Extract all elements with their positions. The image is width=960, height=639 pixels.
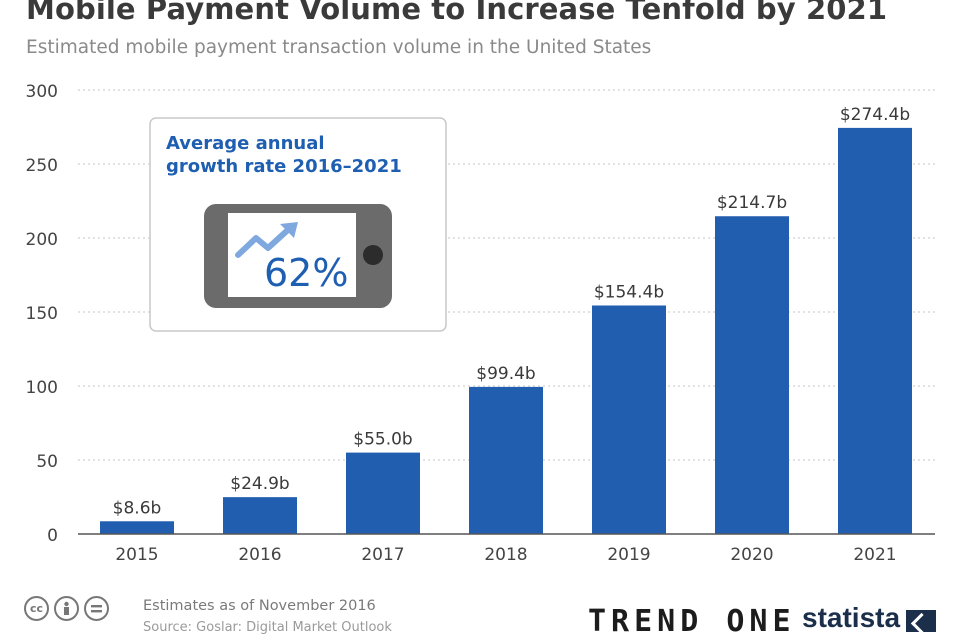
x-tick-label: 2015 xyxy=(115,545,158,565)
bar-2020 xyxy=(715,216,789,534)
data-label: $214.7b xyxy=(717,193,787,213)
data-labels: $8.6b $24.9b $55.0b $99.4b $154.4b $214.7b $27… xyxy=(113,105,910,518)
y-tick-label: 200 xyxy=(26,230,58,250)
x-tick-label: 2021 xyxy=(853,545,896,565)
x-tick-label: 2019 xyxy=(607,545,650,565)
chart-title: Mobile Payment Volume to Increase Tenfol… xyxy=(26,0,888,26)
bar-2015 xyxy=(100,521,174,534)
x-tick-label: 2016 xyxy=(238,545,281,565)
data-label: $55.0b xyxy=(353,430,412,450)
bar-2019 xyxy=(592,305,666,534)
bars xyxy=(100,127,912,534)
statista-logo-mark-icon xyxy=(906,610,936,632)
growth-rate-value: 62% xyxy=(264,251,348,295)
x-tick-label: 2017 xyxy=(361,545,404,565)
license-icons: cc xyxy=(24,596,109,621)
y-tick-label: 0 xyxy=(47,526,58,546)
trendone-logo[interactable]: TREND ONE xyxy=(588,604,796,639)
bar-2018 xyxy=(469,386,543,534)
y-tick-label: 50 xyxy=(36,452,58,472)
y-axis-ticks: 0 50 100 150 200 250 300 xyxy=(26,82,58,546)
y-tick-label: 250 xyxy=(26,156,58,176)
chart-subtitle: Estimated mobile payment transaction vol… xyxy=(26,37,652,58)
data-label: $24.9b xyxy=(230,474,289,494)
callout-line1: Average annual xyxy=(166,133,325,154)
y-tick-label: 100 xyxy=(26,378,58,398)
statista-logo[interactable]: statista xyxy=(802,602,901,633)
x-tick-label: 2020 xyxy=(730,545,773,565)
callout-line2: growth rate 2016–2021 xyxy=(166,156,402,177)
data-label: $274.4b xyxy=(840,105,910,125)
growth-callout: Average annual growth rate 2016–2021 62% xyxy=(149,117,447,332)
bar-2017 xyxy=(346,452,420,534)
no-derivatives-icon[interactable] xyxy=(84,596,109,621)
x-axis-ticks: 2015 2016 2017 2018 2019 2020 2021 xyxy=(115,545,896,565)
cc-icon[interactable]: cc xyxy=(24,596,49,621)
data-label: $99.4b xyxy=(476,364,535,384)
x-tick-label: 2018 xyxy=(484,545,527,565)
footer-note: Estimates as of November 2016 xyxy=(143,598,376,614)
bar-chart: 0 50 100 150 200 250 300 $8.6b $24.9b $55.0b $99.… xyxy=(26,82,935,565)
attribution-icon[interactable] xyxy=(54,596,79,621)
data-label: $8.6b xyxy=(113,498,162,518)
bar-2021 xyxy=(838,127,912,534)
y-tick-label: 300 xyxy=(26,82,58,102)
trend-arrow-icon xyxy=(235,222,298,258)
y-tick-label: 150 xyxy=(26,304,58,324)
data-label: $154.4b xyxy=(594,282,664,302)
bar-2016 xyxy=(223,497,297,534)
